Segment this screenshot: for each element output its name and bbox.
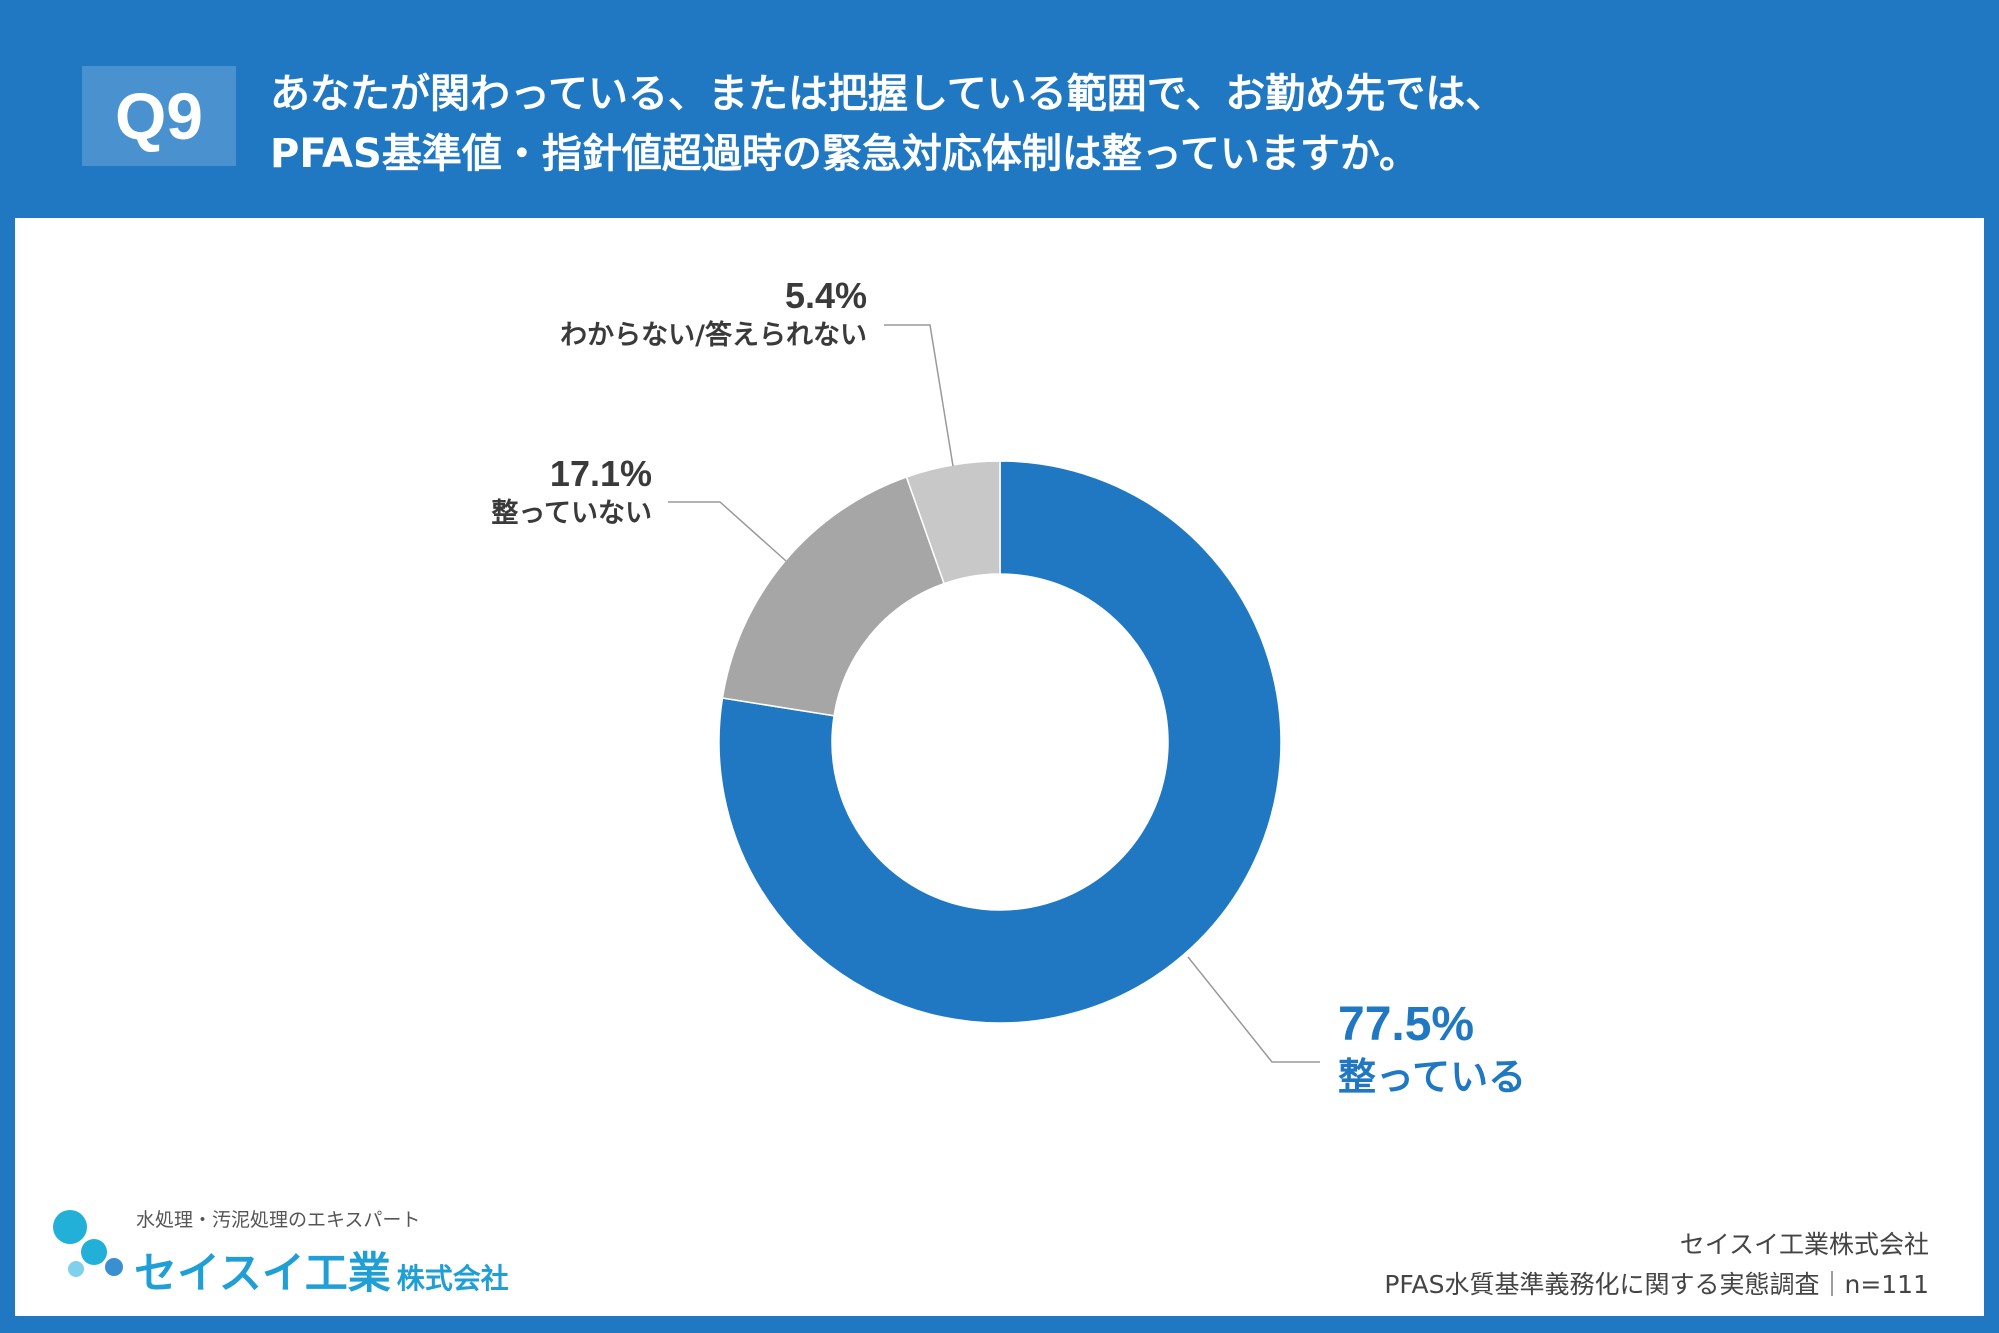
question-title-line-1: あなたが関わっている、または把握している範囲で、お勤め先では、	[270, 71, 1506, 117]
question-title: あなたが関わっている、または把握している範囲で、お勤め先では、 PFAS基準値・…	[270, 64, 1970, 184]
donut-slice-1	[721, 476, 946, 717]
percent-label-0: 77.5%	[1338, 998, 1474, 1051]
logo-name: セイスイ工業 株式会社	[134, 1239, 509, 1301]
donut-slice-2	[905, 460, 1001, 585]
percent-label-1: 17.1%	[550, 453, 652, 494]
chart-panel	[15, 218, 1984, 1316]
leader-line-1	[668, 501, 787, 562]
header: Q9 あなたが関わっている、または把握している範囲で、お勤め先では、 PFAS基…	[0, 0, 1999, 215]
leader-line-0	[1187, 956, 1320, 1063]
company-logo: 水処理・汚泥処理のエキスパート セイスイ工業 株式会社	[48, 1205, 568, 1299]
category-label-1: 整っていない	[491, 498, 652, 529]
question-title-line-2: PFAS基準値・指針値超過時の緊急対応体制は整っていますか。	[270, 131, 1420, 177]
category-label-0: 整っている	[1338, 1055, 1526, 1099]
question-badge: Q9	[82, 66, 236, 166]
logo-name-text: セイスイ工業	[134, 1249, 391, 1299]
leader-line-2	[884, 324, 954, 467]
source-survey: PFAS水質基準義務化に関する実態調査｜n=111	[1384, 1270, 1929, 1299]
source-company: セイスイ工業株式会社	[1679, 1230, 1929, 1259]
logo-droplets-icon	[53, 1210, 123, 1277]
percent-label-2: 5.4%	[785, 275, 867, 316]
donut-slice-0	[718, 460, 1282, 1024]
category-label-2: わからない/答えられない	[560, 319, 867, 351]
source-note: セイスイ工業株式会社 PFAS水質基準義務化に関する実態調査｜n=111	[1384, 1225, 1929, 1305]
logo-name-suffix: 株式会社	[396, 1262, 509, 1295]
logo-tagline: 水処理・汚泥処理のエキスパート	[136, 1209, 421, 1231]
